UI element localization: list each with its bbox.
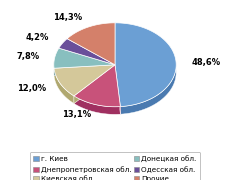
Polygon shape — [114, 65, 120, 114]
Polygon shape — [74, 96, 120, 114]
Polygon shape — [54, 68, 74, 104]
Polygon shape — [74, 65, 120, 107]
Polygon shape — [54, 65, 114, 76]
Text: 13,1%: 13,1% — [61, 110, 90, 119]
Polygon shape — [54, 48, 114, 68]
Legend: г. Киев, Днепропетровская обл., Киевская обл., Донецкая обл., Одесская обл., Про: г. Киев, Днепропетровская обл., Киевская… — [30, 152, 199, 180]
Polygon shape — [74, 65, 114, 104]
Text: 4,2%: 4,2% — [26, 33, 49, 42]
Polygon shape — [74, 65, 114, 104]
Text: 12,0%: 12,0% — [17, 84, 46, 93]
Polygon shape — [54, 65, 114, 76]
Text: 14,3%: 14,3% — [52, 13, 82, 22]
Polygon shape — [67, 23, 114, 65]
Text: 48,6%: 48,6% — [191, 58, 220, 67]
Text: 7,8%: 7,8% — [16, 52, 39, 61]
Polygon shape — [54, 65, 114, 96]
Polygon shape — [120, 62, 175, 114]
Polygon shape — [59, 39, 114, 65]
Polygon shape — [114, 65, 120, 114]
Polygon shape — [114, 23, 175, 107]
